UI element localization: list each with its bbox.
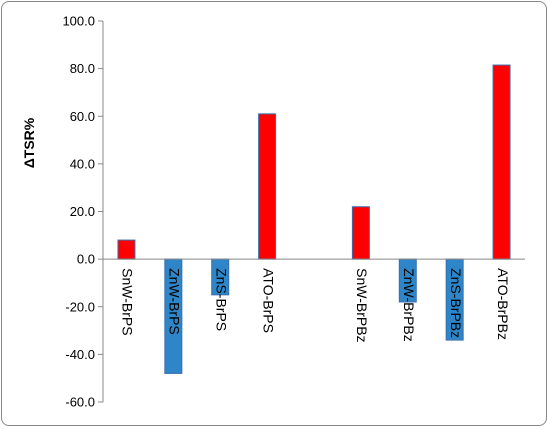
y-tick-label: 40.0	[70, 156, 95, 171]
category-label: SnW-BrPBz	[354, 268, 370, 342]
y-tick-label: -40.0	[65, 347, 95, 362]
bar	[258, 113, 277, 260]
category-label: ATO-BrPBz	[495, 268, 511, 340]
category-label: ZnW-BrPS	[167, 268, 183, 335]
category-label: ZnS-BrPS	[214, 268, 230, 331]
y-tick-label: 60.0	[70, 109, 95, 124]
y-tick-label: -60.0	[65, 395, 95, 410]
bar	[351, 206, 370, 260]
plot-area: 100.0 80.0 60.0 40.0 20.0 0.0 -20.0 -40.0 -60.0 S…	[62, 14, 525, 410]
category-label: SnW-BrPS	[120, 268, 136, 335]
category-label: ZnW-BrPBz	[401, 268, 417, 342]
bar	[492, 64, 511, 260]
y-tick-label: 20.0	[70, 204, 95, 219]
category-label: ATO-BrPS	[260, 268, 276, 333]
y-tick-label: -20.0	[65, 299, 95, 314]
y-tick-label: 80.0	[70, 61, 95, 76]
y-axis-title: ΔTSR%	[21, 117, 37, 168]
y-tick-label: 0.0	[77, 252, 95, 267]
y-tick-label: 100.0	[62, 14, 95, 29]
bar	[117, 239, 136, 260]
category-label: ZnS-BrPBz	[448, 268, 464, 338]
